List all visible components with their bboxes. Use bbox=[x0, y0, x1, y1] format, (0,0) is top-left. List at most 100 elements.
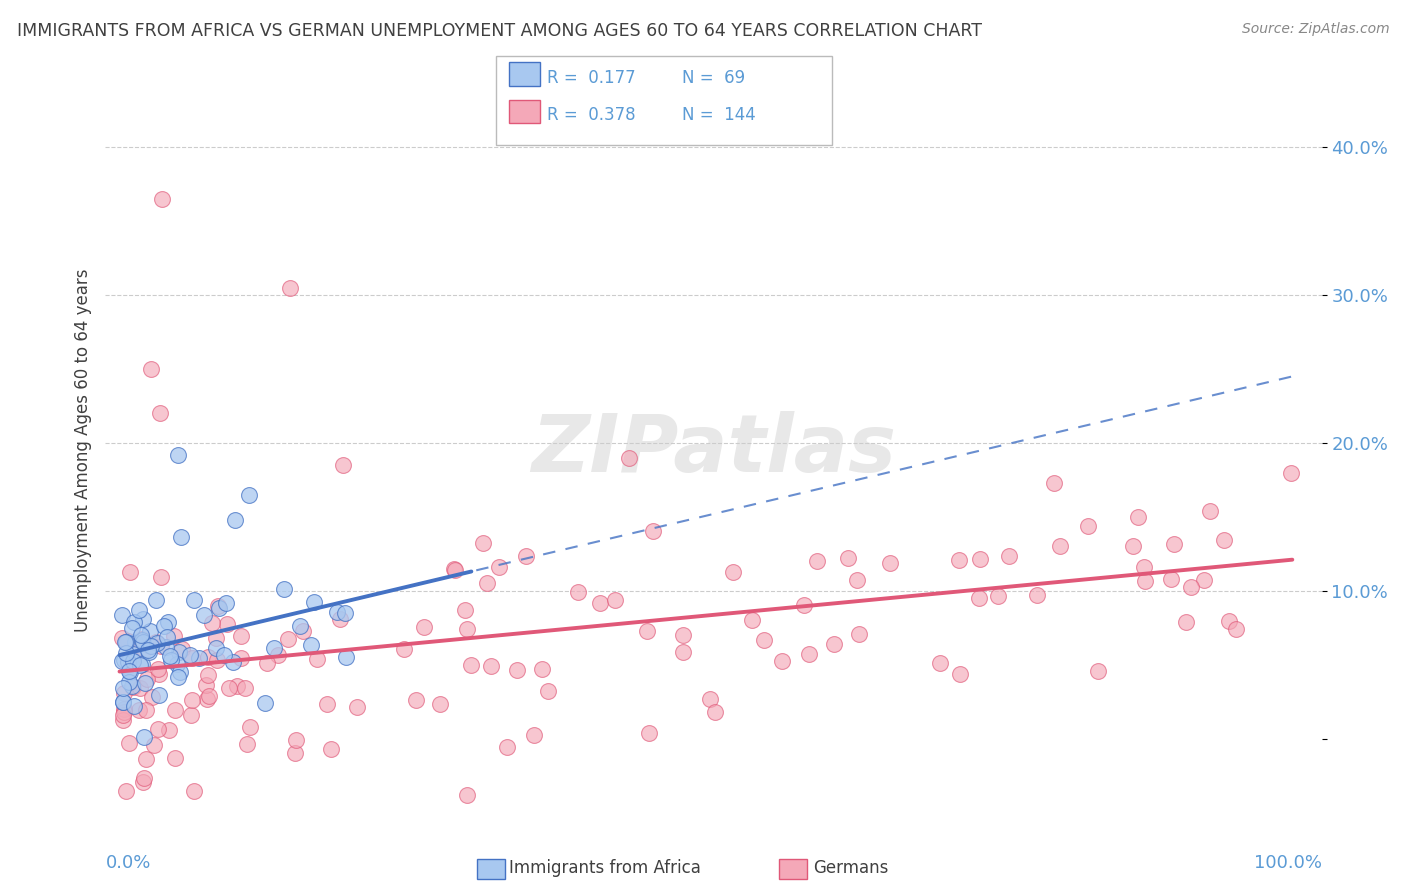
Point bbox=[222, 655, 245, 669]
Point bbox=[132, 730, 155, 744]
Point bbox=[523, 728, 546, 742]
Point bbox=[277, 632, 299, 647]
Point bbox=[253, 696, 276, 710]
Point bbox=[167, 645, 190, 659]
Point bbox=[444, 564, 467, 578]
Point bbox=[460, 657, 482, 672]
Point bbox=[139, 624, 162, 638]
Point bbox=[138, 645, 160, 659]
Text: 0.0%: 0.0% bbox=[105, 854, 150, 872]
Point bbox=[471, 536, 494, 550]
Point bbox=[159, 648, 181, 663]
Point bbox=[114, 634, 136, 648]
Point bbox=[273, 582, 295, 596]
Point bbox=[215, 597, 238, 611]
Point bbox=[131, 632, 153, 647]
Point bbox=[112, 705, 135, 719]
Point bbox=[183, 593, 205, 607]
Point bbox=[1225, 622, 1247, 636]
Point bbox=[699, 692, 721, 706]
Point bbox=[111, 607, 134, 622]
Point bbox=[797, 647, 820, 661]
Point bbox=[793, 599, 815, 613]
Point bbox=[122, 699, 145, 714]
Text: ZIPatlas: ZIPatlas bbox=[531, 411, 896, 490]
Point bbox=[148, 667, 170, 681]
Point bbox=[141, 362, 163, 376]
Point bbox=[456, 788, 478, 802]
Point bbox=[488, 560, 510, 574]
Point bbox=[948, 553, 970, 567]
Point bbox=[111, 654, 134, 668]
Point bbox=[124, 635, 146, 649]
Point bbox=[150, 570, 173, 584]
Point bbox=[967, 591, 990, 605]
Text: Immigrants from Africa: Immigrants from Africa bbox=[509, 859, 700, 877]
Point bbox=[120, 652, 142, 666]
Point bbox=[121, 621, 143, 635]
Point bbox=[204, 640, 226, 655]
Point bbox=[129, 628, 152, 642]
Point bbox=[267, 648, 290, 662]
Point bbox=[475, 575, 498, 590]
Point bbox=[319, 742, 342, 756]
Point bbox=[121, 653, 143, 667]
Point bbox=[238, 488, 260, 502]
Point bbox=[117, 634, 139, 648]
Point bbox=[146, 722, 169, 736]
Point bbox=[638, 725, 661, 739]
Point bbox=[170, 641, 193, 656]
Point bbox=[165, 751, 187, 765]
Point bbox=[163, 704, 186, 718]
Point bbox=[333, 606, 356, 620]
Point bbox=[456, 622, 478, 636]
Point bbox=[1212, 533, 1234, 548]
Point bbox=[167, 448, 190, 462]
Point bbox=[150, 192, 173, 206]
Point bbox=[413, 620, 436, 634]
Point bbox=[603, 593, 626, 607]
Point bbox=[335, 649, 357, 664]
Point bbox=[671, 645, 693, 659]
Point bbox=[145, 634, 167, 648]
Point bbox=[299, 639, 322, 653]
Point bbox=[290, 619, 312, 633]
Point bbox=[132, 635, 155, 649]
Point bbox=[111, 681, 134, 695]
Point bbox=[156, 615, 179, 629]
Point bbox=[837, 550, 859, 565]
Point bbox=[112, 701, 135, 715]
Point bbox=[429, 697, 451, 711]
Point bbox=[987, 589, 1010, 603]
Point bbox=[1199, 504, 1222, 518]
Point bbox=[531, 662, 554, 676]
Point bbox=[115, 635, 138, 649]
Point bbox=[117, 656, 139, 670]
Point bbox=[112, 713, 135, 727]
Point bbox=[1122, 539, 1144, 553]
Point bbox=[845, 573, 868, 587]
Point bbox=[149, 407, 172, 421]
Point bbox=[141, 640, 163, 654]
Point bbox=[132, 775, 155, 789]
Point bbox=[218, 681, 240, 696]
Text: IMMIGRANTS FROM AFRICA VS GERMAN UNEMPLOYMENT AMONG AGES 60 TO 64 YEARS CORRELAT: IMMIGRANTS FROM AFRICA VS GERMAN UNEMPLO… bbox=[17, 22, 981, 40]
Point bbox=[723, 565, 745, 579]
Point bbox=[128, 602, 150, 616]
Point bbox=[208, 601, 231, 615]
Point bbox=[121, 648, 143, 662]
Point bbox=[122, 615, 145, 630]
Point bbox=[112, 653, 135, 667]
Point bbox=[1128, 510, 1150, 524]
Text: N =  144: N = 144 bbox=[682, 106, 755, 124]
Point bbox=[146, 636, 169, 650]
Point bbox=[197, 649, 219, 664]
Point bbox=[134, 643, 156, 657]
Point bbox=[285, 732, 308, 747]
Point bbox=[118, 662, 141, 676]
Point bbox=[139, 639, 162, 653]
Point bbox=[233, 681, 256, 695]
Point bbox=[115, 784, 138, 798]
Point bbox=[1218, 615, 1240, 629]
Point bbox=[135, 751, 157, 765]
